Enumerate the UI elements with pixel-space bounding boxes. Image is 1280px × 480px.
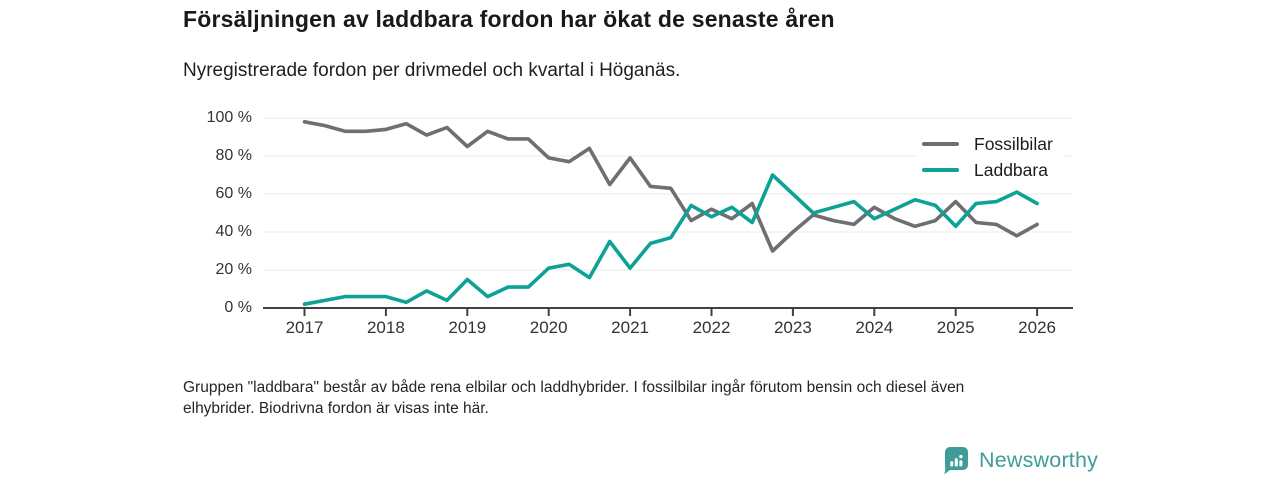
chart-legend: Fossilbilar Laddbara <box>916 129 1063 187</box>
x-tick-label: 2021 <box>611 318 649 337</box>
y-tick-label: 20 % <box>215 261 252 278</box>
y-tick-label: 100 % <box>206 109 252 126</box>
legend-item-fossilbilar: Fossilbilar <box>922 131 1053 157</box>
bar-chart-badge-icon <box>944 447 968 474</box>
x-tick-label: 2019 <box>448 318 487 337</box>
footnote-line: Gruppen "laddbara" består av både rena e… <box>183 379 965 396</box>
newsworthy-logo-text: Newsworthy <box>979 447 1099 472</box>
newsworthy-logo: Newsworthy <box>942 446 1098 474</box>
chart-subtitle: Nyregistrerade fordon per drivmedel och … <box>183 60 681 81</box>
x-tick-label: 2018 <box>366 318 405 337</box>
line-chart-plot <box>263 117 1073 316</box>
x-tick-label: 2022 <box>692 318 731 337</box>
chart-title: Försäljningen av laddbara fordon har öka… <box>183 6 835 32</box>
y-tick-label: 40 % <box>215 223 252 240</box>
legend-label: Fossilbilar <box>974 133 1053 154</box>
legend-label: Laddbara <box>974 159 1048 180</box>
x-tick-label: 2023 <box>773 318 812 337</box>
x-tick-label: 2026 <box>1018 318 1056 337</box>
series-line-laddbara <box>302 173 1039 306</box>
x-tick-label: 2024 <box>855 318 894 337</box>
chart-footnote: Gruppen "laddbara" består av både rena e… <box>183 377 1083 419</box>
y-tick-label: 60 % <box>215 185 252 202</box>
y-tick-label: 0 % <box>224 299 252 316</box>
series-line-fossilbilar <box>302 120 1039 253</box>
fossilbilar-line-swatch-icon <box>922 141 959 147</box>
laddbara-line-swatch-icon <box>922 167 959 173</box>
y-tick-label: 80 % <box>215 147 252 164</box>
x-tick-label: 2017 <box>285 318 324 337</box>
legend-item-laddbara: Laddbara <box>922 157 1053 183</box>
x-tick-label: 2020 <box>529 318 568 337</box>
footnote-line: elhybrider. Biodrivna fordon är visas in… <box>183 400 489 417</box>
x-tick-label: 2025 <box>936 318 975 337</box>
